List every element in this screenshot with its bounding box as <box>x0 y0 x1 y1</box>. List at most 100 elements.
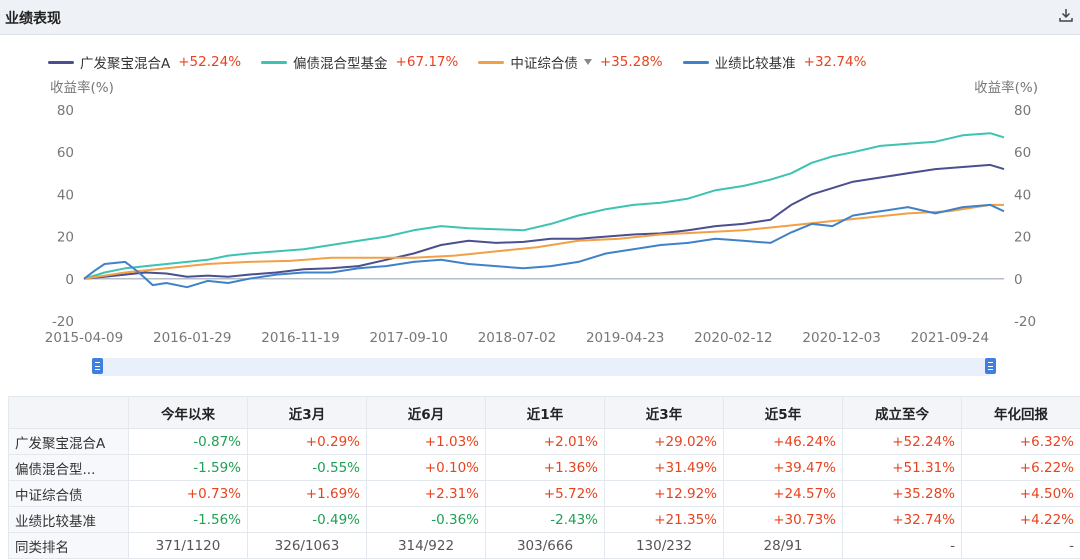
table-header-row: 今年以来 近3月 近6月 近1年 近3年 近5年 成立至今 年化回报 <box>8 396 1080 429</box>
legend-swatch <box>478 60 505 64</box>
row-name-cell: 偏债混合型... <box>8 454 129 481</box>
rank-cell: 130/232 <box>604 532 724 559</box>
rank-cell: - <box>961 532 1080 559</box>
legend-value: +52.24% <box>178 54 242 70</box>
legend-item[interactable]: 业绩比较基准 +32.74% <box>682 52 867 72</box>
table-header-cell <box>8 396 129 429</box>
rank-cell: 303/666 <box>485 532 605 559</box>
y-tick-label-left: 0 <box>65 272 74 288</box>
rank-cell: - <box>842 532 962 559</box>
slider-end-handle[interactable] <box>985 358 996 374</box>
legend-label: 业绩比较基准 <box>714 56 796 72</box>
y-tick-label-right: 20 <box>1014 230 1031 246</box>
y-tick-label-left: 80 <box>57 103 74 119</box>
value-cell: +24.57% <box>723 480 843 507</box>
table-row: 广发聚宝混合A -0.87% +0.29% +1.03% +2.01% +29.02% +4… <box>8 428 1080 455</box>
value-cell: +0.10% <box>366 454 486 481</box>
row-name-cell: 中证综合债 <box>8 480 129 507</box>
value-cell: +29.02% <box>604 428 724 455</box>
y-tick-label-left: 20 <box>57 230 74 246</box>
value-cell: +2.31% <box>366 480 486 507</box>
legend-value: +32.74% <box>803 54 867 70</box>
legend-swatch <box>261 60 288 64</box>
table-header-cell: 近6月 <box>366 396 486 429</box>
download-icon[interactable] <box>1058 7 1074 23</box>
y-tick-label-right: 60 <box>1014 145 1031 161</box>
table-row: 偏债混合型... -1.59% -0.55% +0.10% +1.36% +31.49% +… <box>8 454 1080 481</box>
row-name-cell: 同类排名 <box>8 532 129 559</box>
series-line <box>83 163 1005 280</box>
value-cell: +30.73% <box>723 506 843 533</box>
value-cell: -1.59% <box>128 454 248 481</box>
performance-table: 今年以来 近3月 近6月 近1年 近3年 近5年 成立至今 年化回报 广发聚宝混合A -0.87… <box>8 396 1080 559</box>
value-cell: +0.73% <box>128 480 248 507</box>
rank-cell: 371/1120 <box>128 532 248 559</box>
table-row: 业绩比较基准 -1.56% -0.49% -0.36% -2.43% +21.35% +30… <box>8 506 1080 533</box>
y-tick-label-right: -20 <box>1014 314 1036 330</box>
value-cell: -2.43% <box>485 506 605 533</box>
value-cell: +1.03% <box>366 428 486 455</box>
value-cell: +2.01% <box>485 428 605 455</box>
section-header: 业绩表现 <box>0 0 1080 35</box>
table-header-cell: 近3年 <box>604 396 724 429</box>
dropdown-triangle-icon[interactable] <box>583 59 592 65</box>
x-tick-label: 2015-04-09 <box>45 330 123 346</box>
value-cell: +32.74% <box>842 506 962 533</box>
slider-start-handle[interactable] <box>92 358 103 374</box>
value-cell: -0.49% <box>247 506 367 533</box>
value-cell: +6.32% <box>961 428 1080 455</box>
legend-label: 广发聚宝混合A <box>80 56 171 72</box>
y-axis-title-right: 收益率(%) <box>974 79 1038 96</box>
slider-track[interactable] <box>98 358 990 376</box>
legend-item[interactable]: 偏债混合型基金 +67.17% <box>261 52 458 72</box>
legend-label: 偏债混合型基金 <box>293 56 388 72</box>
y-tick-label-right: 0 <box>1014 272 1023 288</box>
x-tick-label: 2020-02-12 <box>694 330 772 346</box>
value-cell: +21.35% <box>604 506 724 533</box>
y-tick-label-left: 40 <box>57 187 74 203</box>
legend-value: +35.28% <box>599 54 663 70</box>
chart-legend: 广发聚宝混合A +52.24% 偏债混合型基金 +67.17% 中证综合债 +35.28%… <box>48 52 886 72</box>
row-name-cell: 广发聚宝混合A <box>8 428 129 455</box>
y-tick-label-right: 40 <box>1014 187 1031 203</box>
value-cell: +46.24% <box>723 428 843 455</box>
table-header-cell: 近3月 <box>247 396 367 429</box>
range-slider[interactable] <box>92 357 996 377</box>
y-tick-label-left: 60 <box>57 145 74 161</box>
rank-row: 同类排名 371/1120 326/1063 314/922 303/666 130/23… <box>8 532 1080 559</box>
rank-cell: 28/91 <box>723 532 843 559</box>
value-cell: +52.24% <box>842 428 962 455</box>
y-tick-label-left: -20 <box>52 314 74 330</box>
rank-cell: 314/922 <box>366 532 486 559</box>
x-tick-label: 2016-11-19 <box>261 330 339 346</box>
x-tick-label: 2017-09-10 <box>369 330 447 346</box>
table-header-cell: 年化回报 <box>961 396 1080 429</box>
series-line <box>83 132 1005 280</box>
value-cell: -0.87% <box>128 428 248 455</box>
y-tick-label-right: 80 <box>1014 103 1031 119</box>
table-header-cell: 近5年 <box>723 396 843 429</box>
table-header-cell: 近1年 <box>485 396 605 429</box>
x-tick-label: 2021-09-24 <box>911 330 989 346</box>
value-cell: +6.22% <box>961 454 1080 481</box>
value-cell: -0.55% <box>247 454 367 481</box>
series-line <box>83 203 1004 280</box>
x-tick-label: 2020-12-03 <box>802 330 880 346</box>
value-cell: +1.69% <box>247 480 367 507</box>
y-axis-title-left: 收益率(%) <box>50 79 114 96</box>
value-cell: -1.56% <box>128 506 248 533</box>
value-cell: +35.28% <box>842 480 962 507</box>
value-cell: +31.49% <box>604 454 724 481</box>
series-line <box>83 203 1005 289</box>
legend-item[interactable]: 广发聚宝混合A +52.24% <box>48 52 241 72</box>
legend-item[interactable]: 中证综合债 +35.28% <box>478 52 663 72</box>
x-tick-label: 2018-07-02 <box>478 330 556 346</box>
value-cell: +4.50% <box>961 480 1080 507</box>
value-cell: +1.36% <box>485 454 605 481</box>
value-cell: +12.92% <box>604 480 724 507</box>
table-row: 中证综合债 +0.73% +1.69% +2.31% +5.72% +12.92% +24.… <box>8 480 1080 507</box>
table-header-cell: 今年以来 <box>128 396 248 429</box>
rank-cell: 326/1063 <box>247 532 367 559</box>
value-cell: +4.22% <box>961 506 1080 533</box>
